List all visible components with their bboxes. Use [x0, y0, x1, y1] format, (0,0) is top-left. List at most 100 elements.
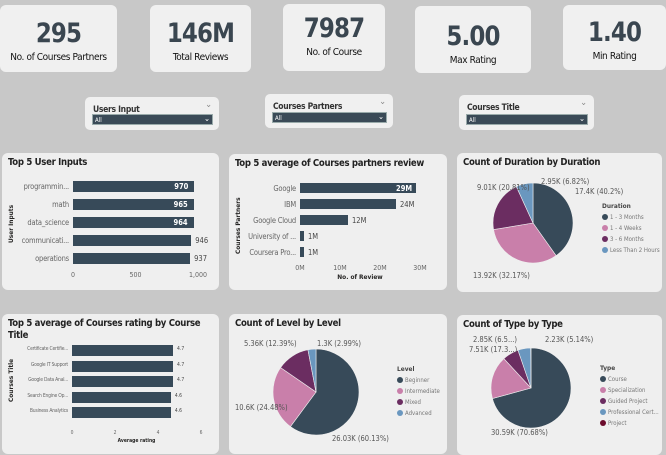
axis-tick-label: 4: [157, 430, 160, 436]
axis-tick-label: 10M: [333, 264, 346, 272]
data-label: 2.85K (6.5...): [473, 335, 517, 345]
legend-item[interactable]: Guided Project: [600, 396, 659, 407]
bar[interactable]: [73, 253, 190, 264]
data-label: 4.6: [175, 408, 182, 414]
chevron-down-icon: ⌄: [378, 112, 384, 121]
kpi-label: No. of Courses Partners: [0, 52, 117, 63]
legend-label: Mixed: [405, 399, 421, 406]
legend-title: Level: [397, 364, 440, 375]
legend-item[interactable]: Advanced: [397, 408, 440, 419]
bar[interactable]: [72, 345, 173, 356]
category-label: Google: [273, 184, 296, 193]
bar[interactable]: [300, 215, 348, 225]
bar[interactable]: [72, 361, 173, 372]
slicer-title: Courses Partners: [273, 102, 342, 112]
data-label: 30.59K (70.68%): [491, 428, 548, 438]
legend-item[interactable]: 3 - 6 Months: [602, 234, 660, 245]
chart-course-rating: Top 5 average of Courses rating by Cours…: [2, 314, 219, 454]
data-label: 10.6K (24.48%): [235, 403, 288, 413]
y-axis-title: User Inputs: [7, 205, 15, 243]
legend-label: Specialization: [608, 387, 645, 394]
data-label: 26.03K (60.13%): [332, 434, 389, 444]
legend-marker-icon: [602, 247, 608, 253]
legend-label: Course: [608, 376, 627, 383]
legend-marker-icon: [397, 410, 403, 416]
legend-label: 1 - 3 Months: [610, 214, 644, 221]
category-label: Certificate Certifie...: [27, 346, 68, 352]
legend-label: Intermediate: [405, 388, 440, 395]
bar[interactable]: [300, 231, 304, 241]
legend-item[interactable]: 1 - 3 Months: [602, 212, 660, 223]
category-label: University of ...: [248, 232, 296, 241]
chevron-down-icon[interactable]: ⌄: [580, 98, 587, 108]
category-label: data_science: [27, 218, 69, 227]
kpi-min-rating: 1.40 Min Rating: [563, 5, 666, 70]
category-label: Google Cloud: [253, 216, 296, 225]
legend-label: Professional Cert...: [608, 409, 659, 416]
category-label: Google Data Anal...: [28, 377, 68, 383]
chevron-down-icon: ⌄: [204, 114, 210, 123]
data-label: 12M: [352, 216, 366, 225]
legend-item[interactable]: Intermediate: [397, 386, 440, 397]
legend-label: Beginner: [405, 377, 429, 384]
slicer-title: Courses Title: [467, 103, 519, 113]
data-label: 965: [174, 200, 188, 209]
courses-title-dropdown[interactable]: All⌄: [466, 114, 588, 125]
legend-marker-icon: [600, 387, 606, 393]
category-label: IBM: [284, 200, 296, 209]
axis-tick-label: 0M: [295, 264, 304, 272]
kpi-value: 1.40: [571, 18, 659, 48]
axis-tick-label: 0: [71, 430, 74, 436]
slicer-users-input: Users Input⌄All⌄: [85, 97, 219, 130]
y-axis-title: Courses Title: [7, 359, 15, 402]
axis-tick-label: 1,000: [189, 271, 207, 279]
bar[interactable]: [300, 247, 304, 257]
legend-marker-icon: [600, 409, 606, 415]
data-label: 1.3K (2.99%): [317, 339, 361, 349]
axis-tick-label: 0: [71, 271, 75, 279]
category-label: Google IT Support: [31, 362, 68, 368]
data-label: 29M: [396, 184, 412, 193]
legend-item[interactable]: Professional Cert...: [600, 407, 659, 418]
kpi-label: No. of Course: [283, 47, 385, 58]
legend-marker-icon: [600, 398, 606, 404]
courses-partners-dropdown[interactable]: All⌄: [272, 112, 387, 123]
legend-title: Duration: [602, 201, 660, 212]
data-label: 4.7: [177, 377, 184, 383]
kpi-value: 146M: [158, 19, 244, 49]
data-label: 2.95K (6.82%): [541, 177, 589, 187]
legend-item[interactable]: Mixed: [397, 397, 440, 408]
data-label: 970: [174, 182, 188, 191]
chevron-down-icon[interactable]: ⌄: [379, 97, 386, 107]
data-label: 24M: [400, 200, 414, 209]
data-label: 5.36K (12.39%): [244, 339, 297, 349]
bar[interactable]: [72, 376, 173, 387]
data-label: 4.7: [177, 362, 184, 368]
legend-item[interactable]: Project: [600, 418, 659, 429]
bar[interactable]: [300, 199, 396, 209]
legend-item[interactable]: 1 - 4 Weeks: [602, 223, 660, 234]
chart-title: Top 5 average of Courses partners review: [235, 158, 424, 170]
bar[interactable]: [72, 392, 171, 403]
chart-title: Top 5 average of Courses rating by Cours…: [8, 318, 208, 342]
legend-item[interactable]: Beginner: [397, 375, 440, 386]
legend-marker-icon: [600, 376, 606, 382]
legend-item[interactable]: Course: [600, 374, 659, 385]
users-input-dropdown[interactable]: All⌄: [92, 114, 213, 125]
bar[interactable]: [72, 407, 171, 418]
kpi-label: Min Rating: [563, 51, 666, 62]
data-label: 964: [174, 218, 188, 227]
category-label: communicati...: [22, 236, 69, 245]
bar[interactable]: [73, 235, 191, 246]
slicer-courses-title: Courses Title ⌄ All⌄: [459, 95, 594, 130]
chevron-down-icon[interactable]: ⌄: [205, 100, 212, 110]
legend-item[interactable]: Less Than 2 Hours: [602, 245, 660, 256]
legend-item[interactable]: Specialization: [600, 385, 659, 396]
